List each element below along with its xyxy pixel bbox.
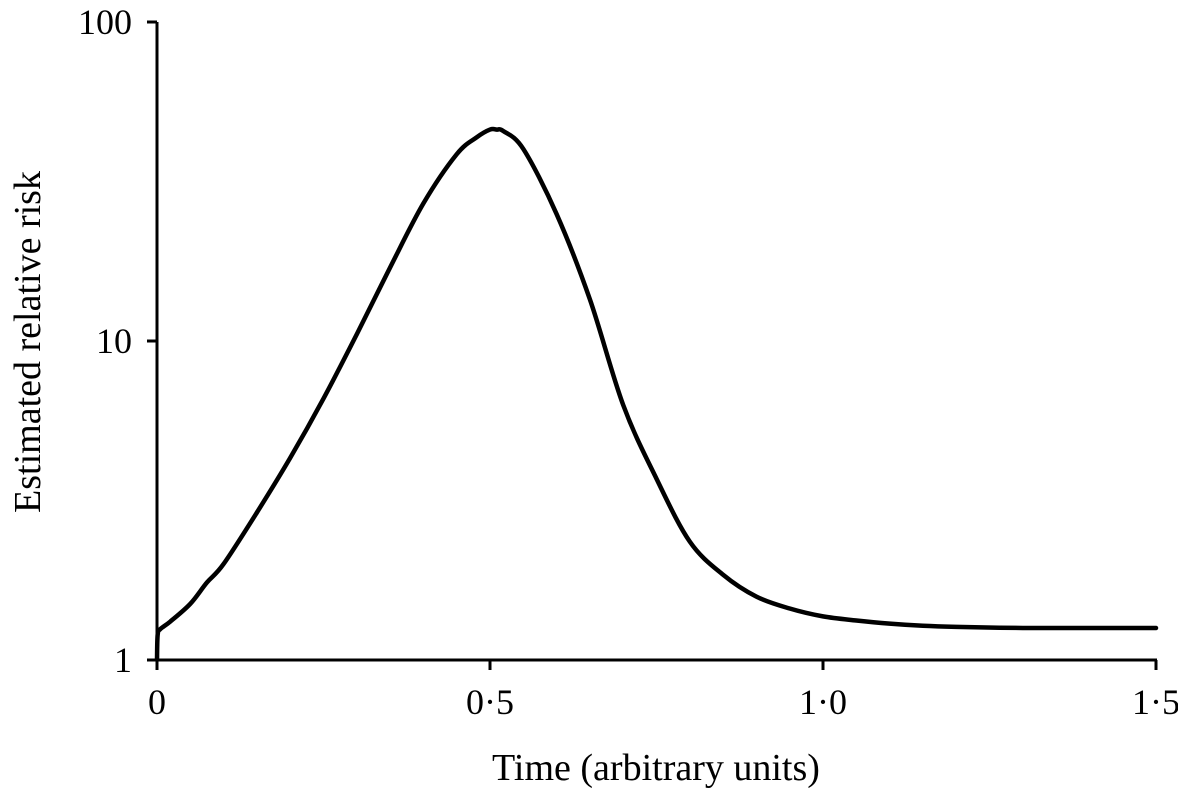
y-tick-label: 100 — [78, 2, 132, 42]
tick-labels: 0 0·5 1·0 1·5 1 10 100 — [78, 2, 1178, 722]
series-line — [154, 126, 1159, 663]
x-axis-title: Time (arbitrary units) — [492, 747, 820, 789]
x-tick-label: 1·5 — [1132, 682, 1178, 722]
y-tick-label: 10 — [96, 321, 132, 361]
y-tick-label: 1 — [114, 640, 132, 680]
y-axis-title: Estimated relative risk — [7, 171, 49, 513]
x-tick-label: 1·0 — [799, 682, 847, 722]
x-tick-label: 0 — [148, 682, 166, 722]
series-layer — [154, 126, 1159, 663]
x-tick-label: 0·5 — [466, 682, 514, 722]
axes — [147, 20, 1158, 670]
